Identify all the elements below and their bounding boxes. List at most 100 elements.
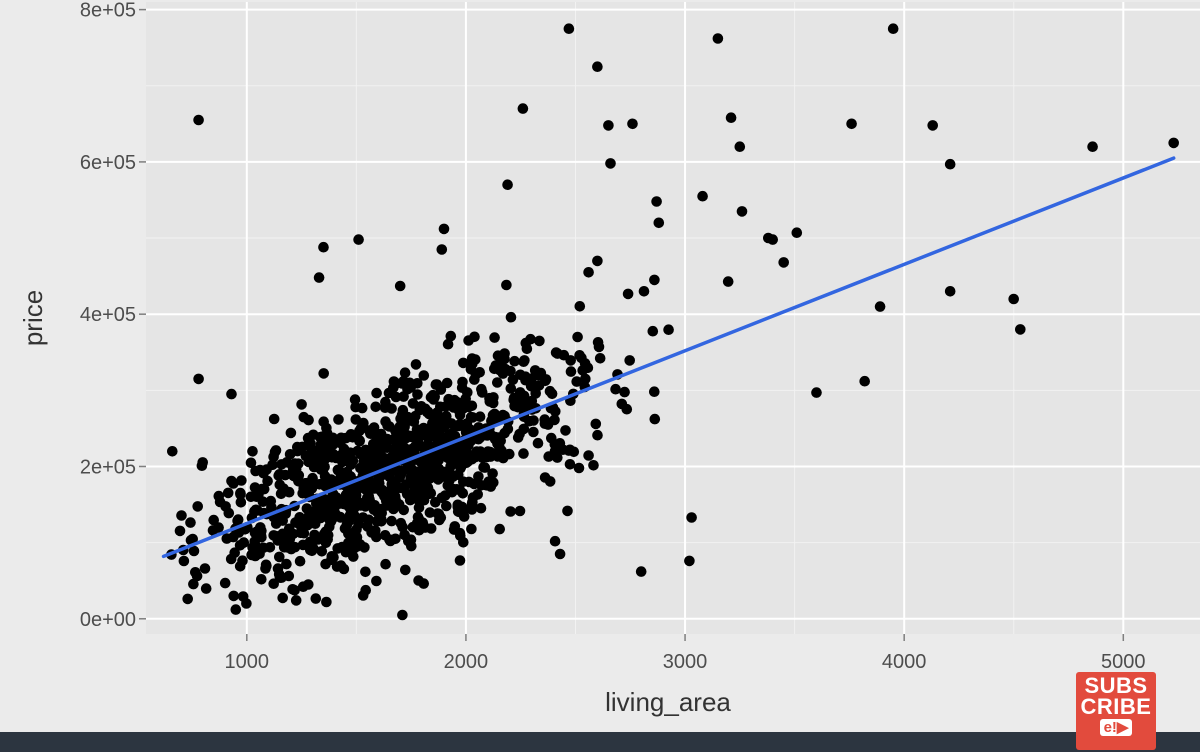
data-point bbox=[520, 337, 532, 349]
data-point bbox=[413, 575, 424, 586]
data-point bbox=[208, 514, 219, 526]
data-point bbox=[310, 593, 322, 604]
data-point bbox=[285, 427, 297, 439]
data-point bbox=[544, 476, 556, 487]
data-point bbox=[466, 523, 477, 535]
data-point bbox=[546, 388, 558, 400]
data-point bbox=[269, 446, 281, 458]
data-point bbox=[413, 476, 424, 488]
data-point bbox=[539, 414, 550, 425]
data-point bbox=[475, 502, 487, 514]
data-point bbox=[502, 179, 513, 190]
data-point bbox=[283, 486, 295, 498]
data-point bbox=[457, 376, 468, 388]
data-point bbox=[199, 563, 211, 574]
data-point bbox=[312, 534, 324, 545]
data-point bbox=[334, 466, 346, 477]
data-point bbox=[573, 462, 585, 474]
data-point bbox=[543, 451, 554, 462]
data-point bbox=[474, 367, 486, 378]
data-point bbox=[489, 363, 500, 375]
subscribe-text-line2: CRIBE bbox=[1080, 694, 1152, 719]
data-point bbox=[621, 403, 633, 415]
data-point bbox=[603, 120, 614, 131]
data-point bbox=[296, 399, 307, 410]
data-point bbox=[514, 505, 526, 517]
data-point bbox=[228, 590, 239, 602]
regression-line-group bbox=[161, 156, 1176, 559]
data-point bbox=[436, 244, 448, 255]
data-point bbox=[341, 519, 353, 531]
data-point bbox=[316, 546, 328, 557]
data-point bbox=[546, 432, 557, 444]
data-point bbox=[406, 540, 417, 552]
data-point bbox=[321, 596, 332, 608]
data-point bbox=[404, 377, 416, 389]
data-point bbox=[298, 411, 310, 423]
data-point bbox=[463, 476, 475, 488]
data-point bbox=[528, 426, 539, 438]
regression-line bbox=[161, 156, 1176, 559]
data-point bbox=[226, 388, 237, 400]
data-point bbox=[722, 276, 734, 287]
grid-major bbox=[146, 2, 1200, 634]
data-point bbox=[325, 504, 336, 515]
data-point bbox=[251, 541, 262, 553]
data-point bbox=[345, 535, 357, 547]
data-point bbox=[507, 374, 519, 386]
data-point bbox=[371, 448, 383, 460]
data-point bbox=[487, 468, 498, 479]
data-point bbox=[193, 373, 204, 385]
data-point bbox=[313, 272, 325, 283]
channel-logo-icon: e!▶ bbox=[1099, 719, 1133, 736]
data-point bbox=[296, 526, 307, 537]
data-point bbox=[341, 496, 353, 508]
data-point bbox=[335, 512, 346, 523]
data-point bbox=[394, 280, 406, 292]
data-point bbox=[326, 551, 338, 562]
subscribe-badge[interactable]: SUBS CRIBE e!▶ bbox=[1076, 672, 1156, 750]
data-point bbox=[594, 353, 606, 364]
data-point bbox=[196, 460, 208, 472]
data-point bbox=[306, 545, 318, 557]
data-point bbox=[500, 363, 511, 375]
data-point bbox=[229, 547, 240, 558]
data-point bbox=[451, 484, 463, 495]
data-point bbox=[249, 506, 260, 517]
data-point bbox=[337, 456, 348, 468]
data-point bbox=[534, 335, 545, 347]
data-point bbox=[376, 487, 388, 498]
data-point bbox=[390, 494, 401, 505]
data-point bbox=[429, 419, 441, 431]
data-point bbox=[736, 206, 748, 217]
data-point bbox=[452, 506, 464, 517]
data-point bbox=[222, 487, 234, 499]
data-point bbox=[176, 510, 187, 521]
data-point bbox=[442, 338, 454, 350]
x-tick-label: 5000 bbox=[1101, 651, 1146, 673]
data-point bbox=[414, 486, 426, 497]
data-point bbox=[232, 514, 244, 525]
data-point bbox=[348, 551, 359, 562]
data-point bbox=[332, 543, 344, 554]
y-tick-label: 0e+00 bbox=[80, 609, 136, 631]
data-point bbox=[223, 507, 235, 519]
data-point bbox=[289, 541, 301, 553]
data-point bbox=[684, 555, 695, 567]
data-point bbox=[592, 255, 603, 267]
data-point bbox=[297, 581, 309, 592]
data-point bbox=[349, 394, 361, 405]
data-point bbox=[610, 383, 621, 395]
x-tick-label: 2000 bbox=[444, 651, 489, 673]
data-point bbox=[778, 257, 789, 268]
data-point bbox=[308, 429, 319, 441]
data-point bbox=[275, 488, 287, 500]
data-point bbox=[435, 384, 447, 395]
data-point bbox=[505, 506, 516, 517]
data-point bbox=[335, 432, 347, 444]
data-point bbox=[663, 324, 674, 336]
data-point bbox=[298, 483, 310, 494]
data-point bbox=[284, 533, 296, 545]
data-point bbox=[284, 449, 296, 460]
data-point bbox=[390, 391, 402, 403]
